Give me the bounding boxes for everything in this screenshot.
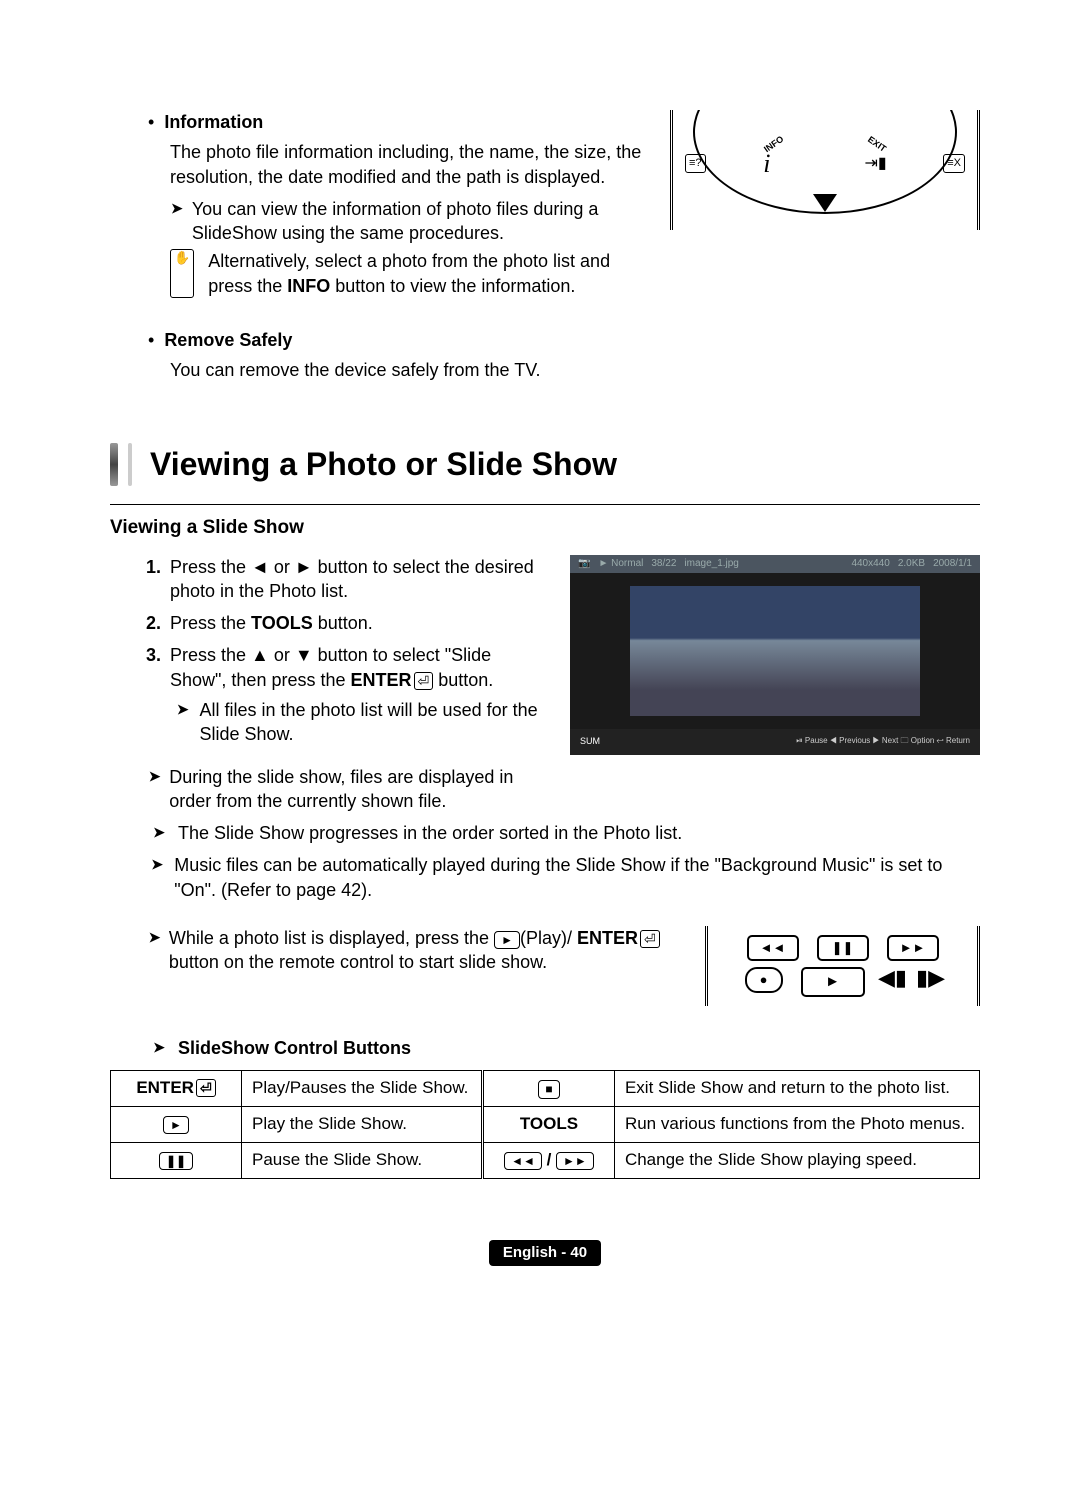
- remote-usb-icon: ⇥▮: [865, 153, 887, 175]
- step3-note: All files in the photo list will be used…: [199, 698, 546, 747]
- rec-button-icon: ●: [745, 967, 783, 993]
- remote-exit-icon: ≡X: [943, 154, 965, 173]
- stop-icon: ■: [538, 1080, 559, 1098]
- remote-playback-illustration: ◄◄ ❚❚ ►► ● ► ◀▮ ▮▶: [705, 926, 980, 1006]
- info-body: The photo file information including, th…: [170, 140, 646, 189]
- note-4: While a photo list is displayed, press t…: [169, 926, 681, 975]
- bullet-icon: [148, 110, 154, 134]
- play-icon: ►: [163, 1116, 189, 1134]
- bullet-icon: [148, 328, 154, 352]
- sum-label: SUM: [580, 735, 600, 747]
- note-1: During the slide show, files are display…: [169, 765, 546, 814]
- info-note2: Alternatively, select a photo from the p…: [208, 249, 646, 298]
- table-row: ❚❚ Pause the Slide Show. ◄◄ / ►► Change …: [111, 1143, 980, 1179]
- note-2: The Slide Show progresses in the order s…: [178, 821, 682, 845]
- arrow-icon: [148, 926, 161, 975]
- play-button-icon: ►: [801, 967, 865, 997]
- stop-next-icon: ▮▶: [921, 967, 941, 989]
- step-3: Press the ▲ or ▼ button to select "Slide…: [166, 643, 546, 746]
- arrow-icon: [148, 821, 170, 845]
- bottom-controls: ⏯ Pause ◀ Previous ▶ Next 🗀 Option ↩ Ret…: [796, 736, 970, 747]
- arrow-icon: [174, 698, 191, 747]
- info-note1: You can view the information of photo fi…: [192, 197, 646, 246]
- pause-icon: ❚❚: [159, 1152, 193, 1170]
- remote-hint-icon: ✋: [170, 249, 194, 298]
- step-1: Press the ◄ or ► button to select the de…: [166, 555, 546, 604]
- main-heading: Viewing a Photo or Slide Show: [150, 443, 980, 486]
- page-footer: English - 40: [489, 1240, 601, 1266]
- stop-prev-icon: ◀▮: [883, 967, 903, 989]
- table-row: ENTER Play/Pauses the Slide Show. ■ Exit…: [111, 1071, 980, 1107]
- table-row: ► Play the Slide Show. TOOLS Run various…: [111, 1107, 980, 1143]
- steps-list: Press the ◄ or ► button to select the de…: [110, 555, 546, 747]
- remote-info-illustration: ≡? ≡X i ⇥▮ INFO EXIT: [670, 110, 980, 230]
- step-2: Press the TOOLS button.: [166, 611, 546, 635]
- arrow-icon: [148, 765, 161, 814]
- remote-menu-icon: ≡?: [685, 154, 706, 173]
- remove-heading: Remove Safely: [164, 328, 292, 352]
- pause-button-icon: ❚❚: [817, 935, 869, 961]
- control-table-heading: SlideShow Control Buttons: [178, 1036, 411, 1060]
- slideshow-screenshot: 📷 ► Normal 38/22 image_1.jpg 440x440 2.0…: [570, 555, 980, 755]
- main-heading-block: Viewing a Photo or Slide Show: [110, 443, 980, 486]
- info-heading: Information: [164, 110, 263, 134]
- arrow-icon: [148, 1036, 170, 1060]
- controls-table: ENTER Play/Pauses the Slide Show. ■ Exit…: [110, 1070, 980, 1179]
- arrow-icon: [148, 853, 166, 902]
- remove-body: You can remove the device safely from th…: [170, 358, 646, 382]
- ffwd-button-icon: ►►: [887, 935, 939, 961]
- note-3: Music files can be automatically played …: [174, 853, 980, 902]
- rewind-button-icon: ◄◄: [747, 935, 799, 961]
- subheading: Viewing a Slide Show: [110, 515, 980, 541]
- arrow-icon: [170, 197, 184, 246]
